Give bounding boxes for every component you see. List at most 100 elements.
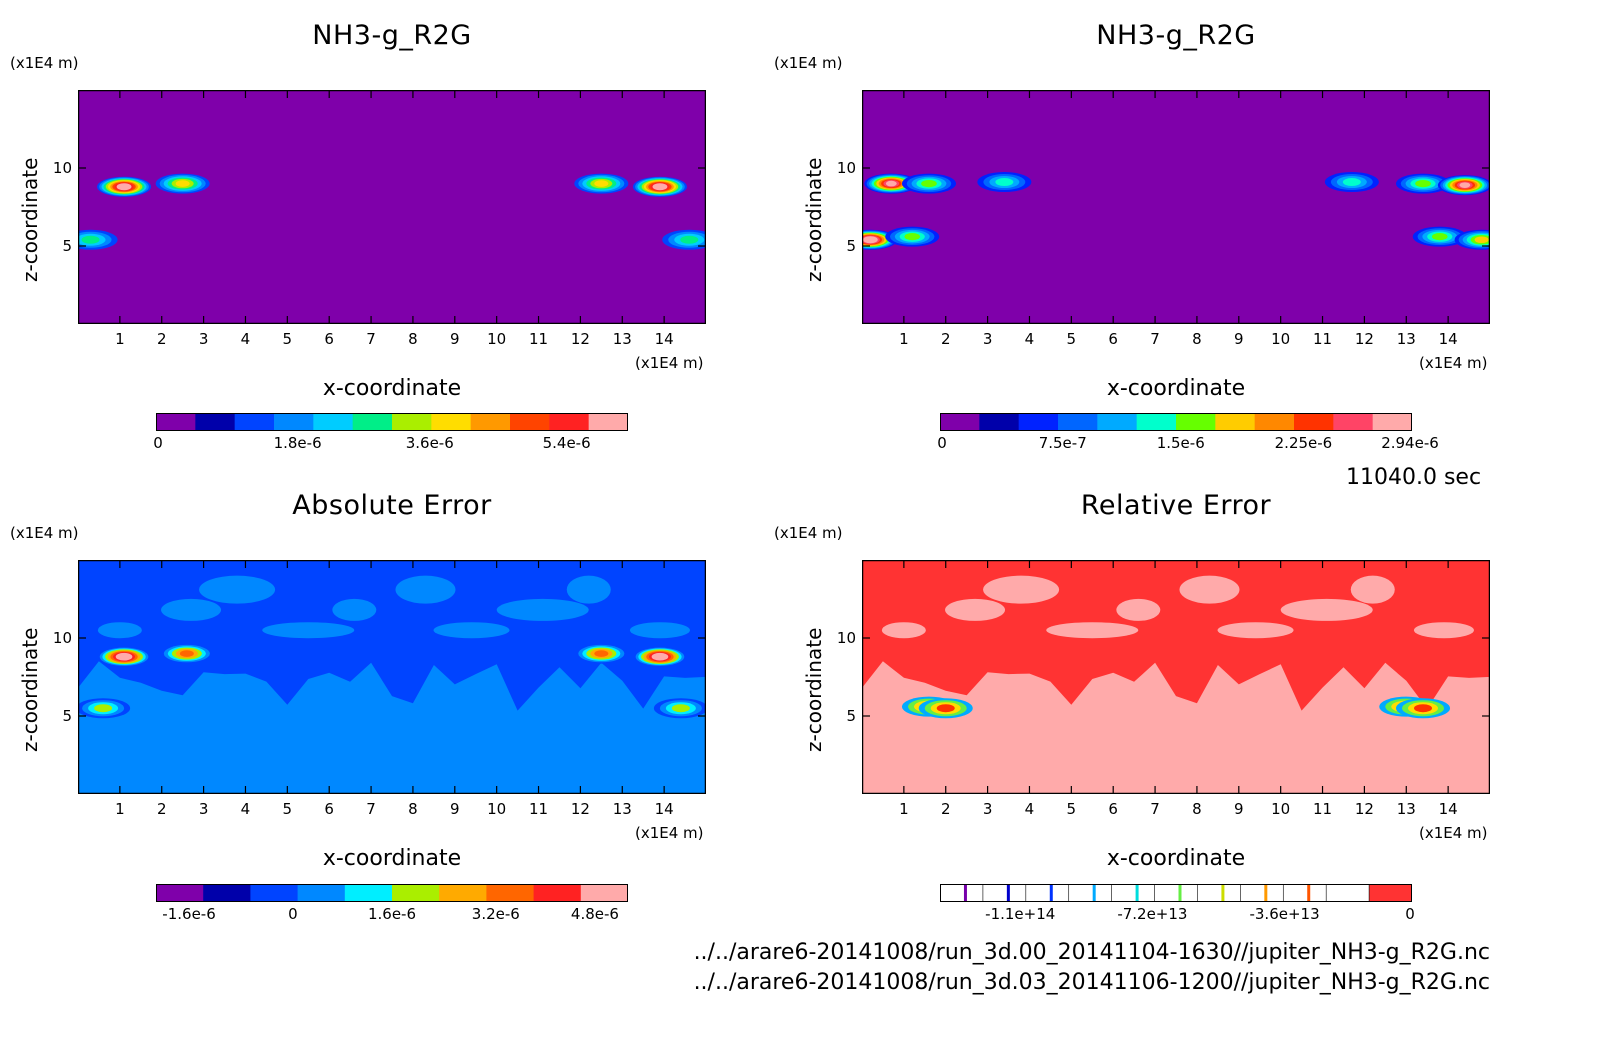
data-blob [662, 229, 706, 250]
x-tick-label: 5 [282, 800, 293, 818]
colorbar-swatch [1136, 413, 1177, 431]
colorbar-label: 2.25e-6 [1274, 434, 1333, 452]
colorbar-swatch [580, 884, 628, 902]
chart-title: NH3-g_R2G [312, 20, 472, 51]
y-tick-label: 5 [846, 237, 856, 255]
x-tick-label: 14 [1438, 330, 1458, 348]
colorbar [940, 884, 1412, 902]
y-tick-label: 5 [846, 707, 856, 725]
colorbar-frame [156, 884, 628, 902]
colorbar-label: 5.4e-6 [542, 434, 591, 452]
x-tick-label: 13 [612, 330, 632, 348]
error-patch [1116, 598, 1161, 621]
data-blob [1437, 175, 1490, 196]
colorbar [940, 413, 1412, 431]
x-tick-label: 1 [115, 330, 125, 348]
x-tick-label: 3 [198, 330, 209, 348]
y-axis-label: z-coordinate [802, 157, 826, 282]
x-tick-label: 12 [570, 800, 590, 818]
x-tick-label: 7 [366, 800, 376, 818]
colorbar-label: 4.8e-6 [570, 905, 619, 923]
x-tick-label: 9 [1234, 800, 1244, 818]
heatmap-plot [862, 90, 1490, 324]
error-patch [566, 575, 611, 604]
x-tick-label: 10 [487, 330, 507, 348]
colorbar-swatch [439, 884, 487, 902]
colorbar-label: -1.1e+14 [985, 905, 1056, 923]
x-tick-label: 5 [1066, 330, 1077, 348]
data-blob [78, 698, 131, 719]
colorbar-swatch [1333, 413, 1374, 431]
x-tick-label: 12 [570, 330, 590, 348]
x-unit-label: (x1E4 m) [635, 824, 704, 842]
timestamp: 11040.0 sec [1346, 465, 1482, 490]
x-axis-label: x-coordinate [1106, 846, 1246, 871]
heatmap-plot [78, 560, 706, 794]
error-patch [1179, 575, 1240, 604]
data-blob [901, 173, 956, 194]
error-patch [199, 575, 276, 604]
x-tick-label: 12 [1354, 330, 1374, 348]
heatmap-plot [862, 560, 1490, 794]
colorbar-swatch [392, 413, 432, 431]
x-tick-label: 5 [1066, 800, 1077, 818]
x-tick-label: 8 [408, 330, 418, 348]
colorbar-swatch [250, 884, 299, 902]
error-patch [1217, 622, 1294, 639]
data-blob [155, 173, 210, 194]
error-patch [161, 598, 222, 621]
error-patch [629, 622, 690, 639]
colorbar-label: -7.2e+13 [1117, 905, 1188, 923]
colorbar-label: -1.6e-6 [162, 905, 216, 923]
x-tick-label: 4 [1024, 330, 1035, 348]
x-tick-label: 3 [198, 800, 209, 818]
plot-frame [862, 90, 1490, 324]
error-patch [983, 575, 1060, 604]
colorbar-swatch [1176, 413, 1216, 431]
x-tick-label: 3 [982, 330, 993, 348]
colorbar-swatch [1025, 884, 1070, 902]
colorbar-swatch [1325, 884, 1370, 902]
y-tick-label: 10 [836, 159, 856, 177]
colorbar [156, 413, 628, 431]
x-tick-label: 6 [324, 330, 334, 348]
x-tick-label: 7 [366, 330, 376, 348]
x-tick-label: 2 [940, 330, 951, 348]
x-axis-label: x-coordinate [322, 846, 462, 871]
colorbar-swatch [588, 413, 628, 431]
data-blob [574, 173, 629, 194]
x-tick-label: 14 [654, 330, 674, 348]
colorbar-swatch [234, 413, 275, 431]
data-blob [918, 698, 973, 719]
error-patch [1413, 622, 1474, 639]
data-blob [653, 698, 706, 719]
data-blob [632, 176, 687, 197]
colorbar-swatch [1154, 884, 1199, 902]
x-tick-label: 12 [1354, 800, 1374, 818]
data-blob [885, 226, 940, 247]
colorbar-swatch [1294, 413, 1334, 431]
colorbar-swatch [274, 413, 314, 431]
colorbar-swatch [510, 413, 550, 431]
x-tick-label: 13 [1396, 330, 1416, 348]
x-tick-label: 6 [1108, 330, 1118, 348]
colorbar-label: 0 [937, 434, 947, 452]
colorbar [156, 884, 628, 902]
x-tick-label: 1 [899, 330, 909, 348]
x-axis-label: x-coordinate [1106, 376, 1246, 401]
colorbar-label: 1.5e-6 [1156, 434, 1205, 452]
data-blob [1396, 173, 1451, 194]
file-path-2: ../../arare6-20141008/run_3d.03_20141106… [693, 970, 1490, 995]
data-blob [78, 229, 118, 250]
colorbar-frame [156, 413, 628, 431]
colorbar-swatch [297, 884, 346, 902]
colorbar-swatch [1018, 413, 1059, 431]
colorbar-swatch [1197, 884, 1242, 902]
colorbar-swatch [1058, 413, 1098, 431]
colorbar-swatch [352, 413, 393, 431]
colorbar-swatch [1368, 884, 1412, 902]
x-tick-label: 4 [240, 800, 251, 818]
colorbar-swatch [1068, 884, 1113, 902]
y-tick-label: 5 [62, 237, 72, 255]
x-tick-label: 13 [612, 800, 632, 818]
